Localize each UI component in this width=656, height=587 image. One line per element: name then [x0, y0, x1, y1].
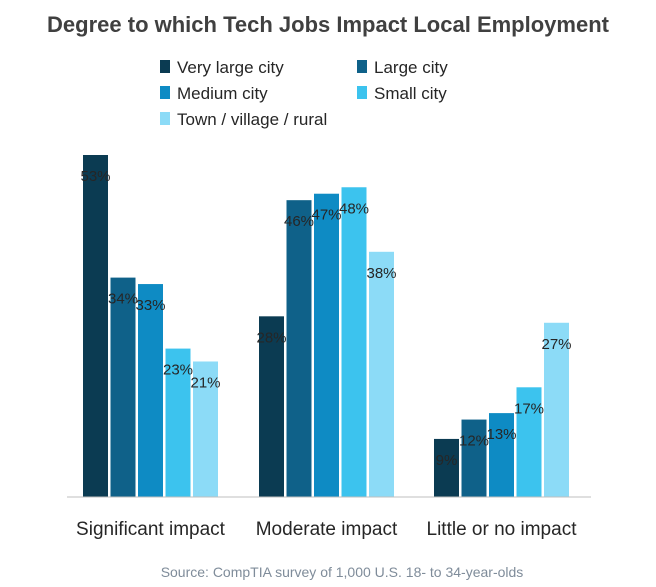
value-label-little-or-no-impact-very-large-city: 9% [436, 452, 458, 469]
category-label-significant-impact: Significant impact [76, 519, 226, 540]
value-label-little-or-no-impact-large-city: 12% [459, 433, 489, 450]
bar-significant-impact-medium-city [138, 284, 163, 497]
bar-moderate-impact-very-large-city [259, 316, 284, 497]
value-label-moderate-impact-very-large-city: 28% [256, 329, 286, 346]
source-note: Source: CompTIA survey of 1,000 U.S. 18-… [161, 564, 524, 580]
value-label-moderate-impact-small-city: 48% [339, 200, 369, 217]
value-label-moderate-impact-large-city: 46% [284, 213, 314, 230]
legend-label-medium-city: Medium city [177, 84, 268, 103]
bar-moderate-impact-medium-city [314, 193, 339, 497]
bar-significant-impact-small-city [165, 348, 191, 497]
legend-swatch-large-city [357, 60, 367, 73]
legend: Very large city Large city Medium city Smal… [160, 58, 448, 129]
value-label-little-or-no-impact-town-village-rural: 27% [541, 336, 571, 353]
chart-title: Degree to which Tech Jobs Impact Local E… [47, 12, 610, 37]
bar-little-or-no-impact-town-village-rural [544, 322, 569, 497]
category-label-moderate-impact: Moderate impact [256, 519, 398, 540]
legend-label-small-city: Small city [374, 84, 447, 103]
legend-label-very-large-city: Very large city [177, 58, 284, 77]
value-label-little-or-no-impact-medium-city: 13% [486, 426, 516, 443]
legend-swatch-town-village-rural [160, 112, 170, 125]
legend-label-town-village-rural: Town / village / rural [177, 110, 327, 129]
bar-significant-impact-large-city [110, 277, 136, 497]
legend-label-large-city: Large city [374, 58, 448, 77]
bar-moderate-impact-large-city [286, 200, 312, 498]
legend-swatch-very-large-city [160, 60, 170, 73]
bar-little-or-no-impact-small-city [516, 387, 542, 497]
bar-moderate-impact-small-city [341, 187, 367, 497]
value-label-moderate-impact-medium-city: 47% [311, 207, 341, 224]
value-label-significant-impact-large-city: 34% [108, 291, 138, 308]
bar-significant-impact-very-large-city [83, 155, 108, 497]
value-label-little-or-no-impact-small-city: 17% [514, 400, 544, 417]
category-labels: Significant impact Moderate impact Little … [76, 519, 577, 540]
legend-swatch-medium-city [160, 86, 170, 99]
bar-moderate-impact-town-village-rural [369, 251, 394, 497]
bar-significant-impact-town-village-rural [193, 361, 218, 497]
value-label-significant-impact-small-city: 23% [163, 362, 193, 379]
value-label-moderate-impact-town-village-rural: 38% [366, 265, 396, 282]
value-label-significant-impact-town-village-rural: 21% [190, 374, 220, 391]
legend-swatch-small-city [357, 86, 367, 99]
bar-little-or-no-impact-medium-city [489, 413, 514, 497]
value-label-significant-impact-medium-city: 33% [135, 297, 165, 314]
bar-area: 53% 34%33% 23%21% 28% 46%47%48% 38% 9%12%13% 17… [80, 155, 572, 498]
value-label-significant-impact-very-large-city: 53% [80, 168, 110, 185]
category-label-little-or-no-impact: Little or no impact [427, 519, 578, 540]
bar-little-or-no-impact-very-large-city [434, 438, 459, 497]
bar-little-or-no-impact-large-city [461, 419, 487, 497]
